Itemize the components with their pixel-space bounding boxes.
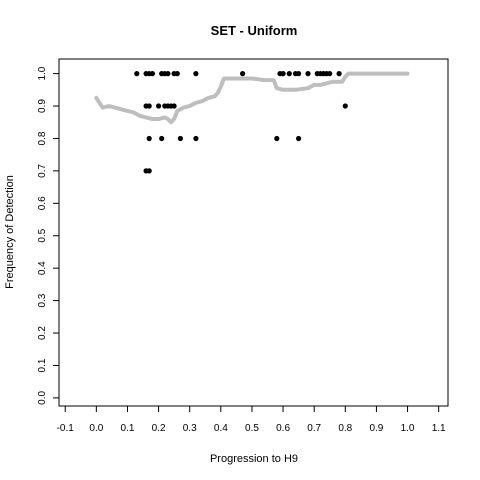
data-point [296, 135, 302, 142]
data-point [193, 71, 199, 77]
y-tick-label: 0.9 [37, 99, 48, 113]
data-point [336, 71, 342, 77]
x-axis: -0.1 0.0 0.1 0.2 0.3 0.4 0.5 0.6 0.7 0.8 0.9 1.0 1.1 [57, 406, 446, 434]
data-point [156, 103, 162, 109]
data-point [240, 71, 246, 77]
data-point [159, 135, 165, 142]
y-tick-label: 0.5 [37, 228, 48, 242]
data-point [146, 103, 152, 109]
y-tick-label: 0.4 [37, 261, 48, 275]
data-point [165, 71, 171, 77]
y-tick-label: 0.0 [37, 391, 48, 405]
x-tick-label: 0.0 [89, 423, 103, 434]
x-axis-label: Progression to H9 [210, 453, 298, 465]
x-tick-label: 1.0 [401, 423, 415, 434]
data-point [274, 135, 280, 142]
data-point [193, 135, 199, 142]
y-tick-label: 0.8 [37, 131, 48, 145]
x-tick-label: 0.8 [338, 423, 352, 434]
y-tick-label: 0.2 [37, 326, 48, 340]
x-tick-label: 1.1 [432, 423, 446, 434]
y-axis: 0.0 0.1 0.2 0.3 0.4 0.5 0.6 0.7 0.8 0.9 1.0 [37, 66, 59, 405]
data-point [177, 135, 183, 142]
x-tick-label: 0.4 [214, 423, 228, 434]
x-tick-label: 0.6 [276, 423, 290, 434]
data-point [134, 71, 140, 77]
chart-title: SET - Uniform [211, 23, 298, 38]
plot-frame [58, 58, 449, 407]
data-point [286, 71, 292, 77]
data-point [327, 71, 333, 77]
x-tick-label: 0.7 [307, 423, 321, 434]
data-point [149, 71, 155, 77]
data-point [305, 71, 311, 77]
data-point [342, 103, 348, 109]
y-axis-label: Frequency of Detection [4, 175, 16, 289]
trend-line [94, 71, 410, 125]
data-point [174, 71, 180, 77]
x-tick-label: 0.9 [369, 423, 383, 434]
x-tick-label: 0.1 [121, 423, 135, 434]
x-tick-label: 0.2 [152, 423, 166, 434]
x-tick-label: 0.5 [245, 423, 259, 434]
y-tick-label: 0.7 [37, 164, 48, 178]
y-tick-label: 1.0 [37, 66, 48, 80]
data-point [171, 103, 177, 109]
x-tick-label: 0.3 [183, 423, 197, 434]
y-tick-label: 0.3 [37, 293, 48, 307]
data-point [146, 168, 152, 174]
points-layer [134, 71, 348, 174]
y-tick-label: 0.1 [37, 358, 48, 372]
x-tick-label: -0.1 [57, 423, 75, 434]
data-point [280, 71, 286, 77]
data-point [296, 71, 302, 77]
data-point [146, 135, 152, 142]
trend-line-layer [94, 71, 410, 125]
y-tick-label: 0.6 [37, 196, 48, 210]
